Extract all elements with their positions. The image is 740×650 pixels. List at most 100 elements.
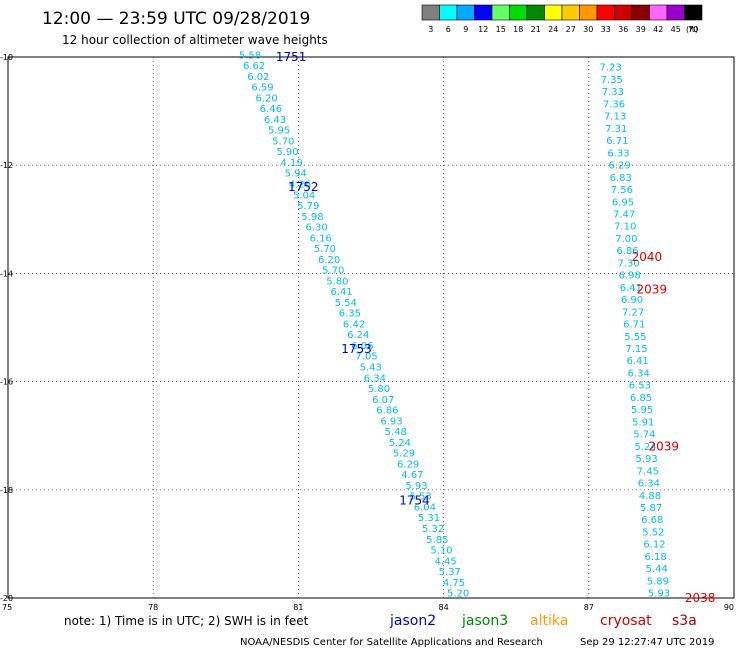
- plot-frame: [7, 56, 735, 599]
- pass-time-label: 2039: [636, 283, 667, 297]
- swh-value-label: 6.43: [264, 115, 286, 126]
- legend-swatch: [614, 4, 633, 21]
- note-text: note: 1) Time is in UTC; 2) SWH is in fe…: [64, 614, 309, 628]
- swh-value-label: 6.12: [643, 540, 665, 551]
- legend-swatch: [421, 4, 440, 21]
- legend-swatch: [631, 4, 650, 21]
- swh-value-label: 5.20: [447, 589, 469, 600]
- swh-value-label: 6.59: [251, 83, 273, 94]
- swh-value-label: 6.98: [619, 271, 641, 282]
- x-tick-label: 87: [584, 603, 594, 612]
- x-tick-label: 84: [439, 603, 449, 612]
- swh-value-label: 6.46: [260, 104, 282, 115]
- swh-value-label: 7.05: [355, 352, 377, 363]
- y-tick-label: -16: [0, 378, 13, 387]
- swh-value-label: 7.00: [615, 234, 637, 245]
- swh-value-label: 5.70: [272, 136, 294, 147]
- swh-value-label: 7.31: [605, 124, 627, 135]
- swh-value-label: 6.16: [310, 233, 332, 244]
- legend-label: 70: [688, 25, 698, 34]
- swh-value-label: 6.41: [330, 287, 352, 298]
- swh-value-label: 7.36: [603, 99, 625, 110]
- swh-value-label: 6.02: [247, 72, 269, 83]
- legend-label: 21: [531, 25, 541, 34]
- swh-value-label: 5.53: [410, 492, 432, 503]
- swh-value-label: 6.20: [256, 93, 278, 104]
- swh-value-label: 5.32: [422, 524, 444, 535]
- footer-agency: NOAA/NESDIS Center for Satellite Applica…: [240, 637, 543, 648]
- legend-label: 3: [428, 25, 433, 34]
- swh-value-label: 7.27: [622, 307, 644, 318]
- swh-value-label: 6.68: [641, 515, 663, 526]
- legend-swatch: [474, 4, 493, 21]
- swh-value-label: 5.87: [640, 503, 662, 514]
- swh-value-label: 6.42: [343, 319, 365, 330]
- pass-time-label: 2038: [685, 591, 716, 605]
- swh-value-label: 5.80: [368, 384, 390, 395]
- chart-title: 12:00 — 23:59 UTC 09/28/2019: [42, 9, 310, 29]
- swh-value-label: 7.23: [599, 63, 621, 74]
- swh-value-label: 5.44: [646, 564, 668, 575]
- pass-time-label: 1753: [341, 342, 372, 356]
- swh-value-label: 6.29: [608, 161, 630, 172]
- swh-value-label: 5.94: [285, 169, 307, 180]
- pass-time-label: 1754: [399, 494, 430, 508]
- swh-value-label: 4.45: [435, 556, 457, 567]
- legend-label: 9: [463, 25, 468, 34]
- color-legend: 3 6 9 12 15 18 21 24 27 30 33 36 39 42 45 70(ft): [421, 4, 703, 34]
- legend-label: 18: [513, 25, 523, 34]
- swh-value-label: 5.93: [405, 481, 427, 492]
- swh-value-label: 5.85: [426, 535, 448, 546]
- swh-value-label: 6.90: [621, 295, 643, 306]
- x-tick-label: 75: [2, 603, 12, 612]
- swh-value-label: 6.33: [607, 148, 629, 159]
- swh-value-label: 6.34: [628, 368, 650, 379]
- satellite-label: s3a: [672, 613, 697, 629]
- swh-value-label: 5.29: [393, 449, 415, 460]
- swh-value-label: 5.79: [297, 201, 319, 212]
- swh-value-label: 6.85: [630, 393, 652, 404]
- y-tick-label: -12: [0, 161, 13, 170]
- legend-label: 12: [478, 25, 488, 34]
- satellite-label: jason3: [461, 613, 508, 629]
- legend-swatch: [526, 4, 545, 21]
- swh-value-label: 6.30: [305, 223, 327, 234]
- legend-label: 6: [446, 25, 451, 34]
- legend-swatch: [684, 4, 703, 21]
- swh-value-label: 7.15: [625, 344, 647, 355]
- swh-value-label: 6.20: [318, 255, 340, 266]
- swh-value-label: 4.26: [289, 179, 311, 190]
- legend-label: 27: [566, 25, 576, 34]
- swh-value-label: 5.24: [634, 442, 656, 453]
- legend-label: 39: [636, 25, 646, 34]
- swh-value-label: 5.80: [326, 276, 348, 287]
- data-marks: 5.586.626.026.596.206.466.435.955.705.90…: [239, 50, 716, 605]
- swh-value-label: 6.06: [351, 341, 373, 352]
- swh-value-label: 5.93: [635, 454, 657, 465]
- swh-value-label: 6.34: [638, 479, 660, 490]
- swh-value-label: 5.55: [624, 332, 646, 343]
- pass-time-label: 2040: [632, 250, 663, 264]
- swh-value-label: 6.07: [372, 395, 394, 406]
- swh-value-label: 6.53: [629, 381, 651, 392]
- legend-label: 24: [548, 25, 558, 34]
- swh-value-label: 5.04: [293, 190, 315, 201]
- swh-value-label: 7.33: [602, 87, 624, 98]
- satellite-legend: jason2 jason3 altika cryosat s3a: [389, 613, 697, 629]
- swh-value-label: 5.43: [360, 363, 382, 374]
- swh-value-label: 6.62: [243, 61, 265, 72]
- swh-value-label: 6.24: [347, 330, 369, 341]
- swh-value-label: 6.86: [376, 406, 398, 417]
- swh-value-label: 6.29: [397, 459, 419, 470]
- y-tick-label: -20: [0, 594, 13, 603]
- swh-value-label: 5.95: [631, 405, 653, 416]
- swh-value-label: 5.95: [268, 126, 290, 137]
- swh-value-label: 5.90: [276, 147, 298, 158]
- legend-label: 36: [618, 25, 628, 34]
- swh-value-label: 5.89: [647, 576, 669, 587]
- legend-swatch: [666, 4, 685, 21]
- swh-value-label: 4.75: [443, 578, 465, 589]
- legend-label: (ft): [686, 25, 698, 34]
- swh-value-label: 7.56: [611, 185, 633, 196]
